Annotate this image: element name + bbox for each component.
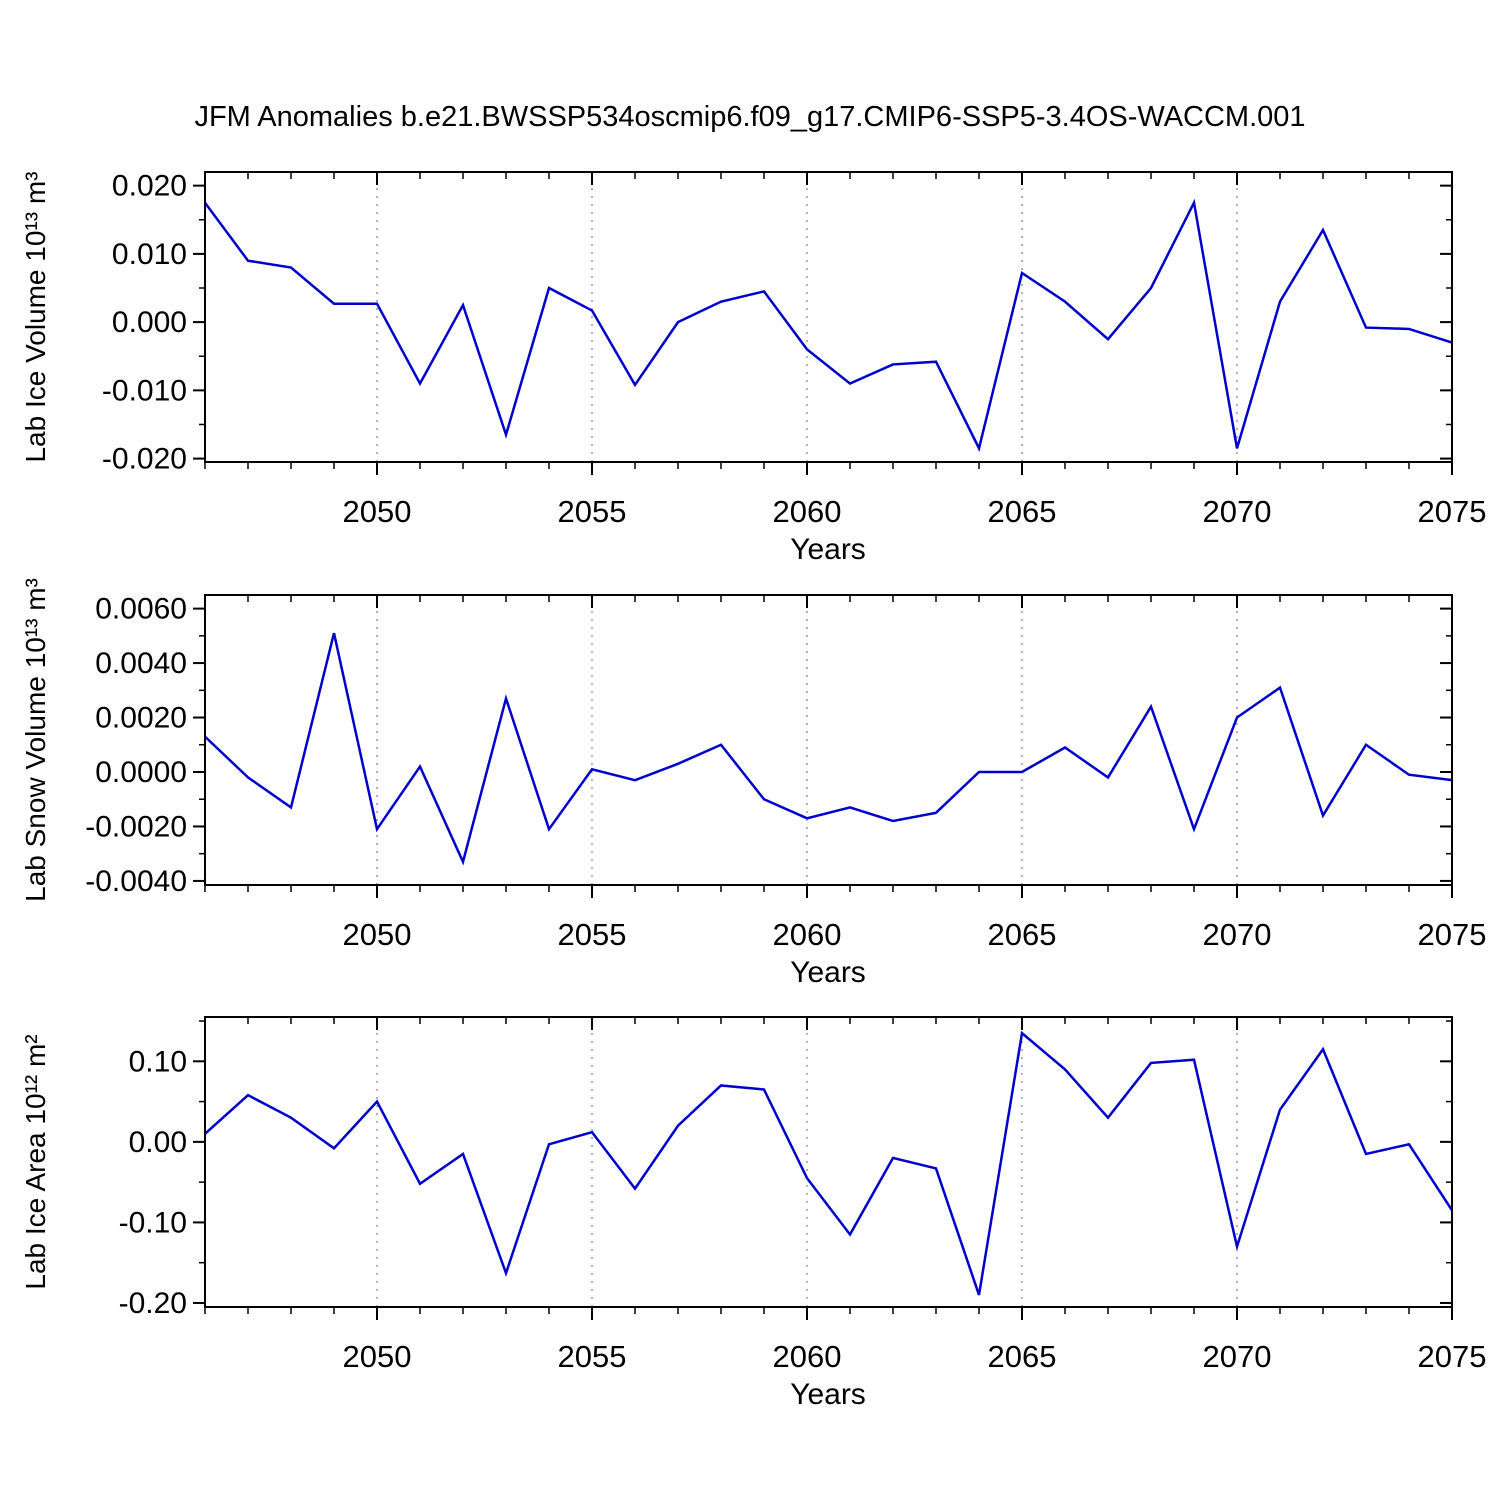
svg-text:2070: 2070 xyxy=(1203,917,1272,952)
svg-text:2055: 2055 xyxy=(558,494,627,529)
svg-text:2075: 2075 xyxy=(1418,494,1487,529)
x-axis-label-ice-area: Years xyxy=(790,1378,866,1411)
svg-text:0.0000: 0.0000 xyxy=(95,756,187,789)
x-axis-label-ice-volume: Years xyxy=(790,533,866,566)
svg-text:0.0040: 0.0040 xyxy=(95,647,187,680)
svg-text:0.000: 0.000 xyxy=(112,306,187,339)
svg-text:2050: 2050 xyxy=(343,917,412,952)
y-axis-label-ice-area: Lab Ice Area 10¹² m² xyxy=(20,1034,51,1290)
x-axis-label-snow-volume: Years xyxy=(790,956,866,989)
svg-text:0.020: 0.020 xyxy=(112,170,187,203)
svg-text:2075: 2075 xyxy=(1418,1339,1487,1374)
plot-snow-volume: 2050 2055 2060 2065 2070 2075 -0.0040 -0.0020 0.… xyxy=(85,593,1487,952)
svg-text:2060: 2060 xyxy=(773,917,842,952)
svg-text:0.0020: 0.0020 xyxy=(95,702,187,735)
svg-text:2060: 2060 xyxy=(773,1339,842,1374)
svg-text:2050: 2050 xyxy=(343,1339,412,1374)
svg-text:2055: 2055 xyxy=(558,917,627,952)
svg-text:2065: 2065 xyxy=(988,494,1057,529)
svg-text:2070: 2070 xyxy=(1203,494,1272,529)
svg-text:2060: 2060 xyxy=(773,494,842,529)
svg-text:2075: 2075 xyxy=(1418,917,1487,952)
svg-text:2050: 2050 xyxy=(343,494,412,529)
svg-text:2065: 2065 xyxy=(988,917,1057,952)
y-axis-label-ice-volume: Lab Ice Volume 10¹³ m³ xyxy=(20,171,51,463)
svg-text:2065: 2065 xyxy=(988,1339,1057,1374)
svg-text:0.10: 0.10 xyxy=(129,1045,187,1078)
svg-text:0.00: 0.00 xyxy=(129,1126,187,1159)
chart-title: JFM Anomalies b.e21.BWSSP534oscmip6.f09_… xyxy=(194,101,1306,133)
svg-text:2070: 2070 xyxy=(1203,1339,1272,1374)
panel-ice-area: 2050 2055 2060 2065 2070 2075 -0.20 -0.10 0.00 0.… xyxy=(0,995,1500,1418)
svg-text:-0.20: -0.20 xyxy=(119,1287,187,1320)
y-axis-label-snow-volume: Lab Snow Volume 10¹³ m³ xyxy=(20,578,51,902)
plot-ice-area: 2050 2055 2060 2065 2070 2075 -0.20 -0.10 0.00 0.… xyxy=(119,1016,1487,1374)
svg-text:-0.010: -0.010 xyxy=(102,374,187,407)
svg-text:-0.0020: -0.0020 xyxy=(85,810,187,843)
svg-text:0.0060: 0.0060 xyxy=(95,593,187,626)
plot-ice-volume: 2050 2055 2060 2065 2070 2075 -0.020 -0.010 0.00… xyxy=(102,170,1487,529)
svg-text:2055: 2055 xyxy=(558,1339,627,1374)
svg-text:-0.0040: -0.0040 xyxy=(85,865,187,898)
svg-text:-0.020: -0.020 xyxy=(102,443,187,476)
svg-text:0.010: 0.010 xyxy=(112,238,187,271)
svg-text:-0.10: -0.10 xyxy=(119,1206,187,1239)
panel-ice-volume: 2050 2055 2060 2065 2070 2075 -0.020 -0.010 0.00… xyxy=(0,150,1500,573)
panel-snow-volume: 2050 2055 2060 2065 2070 2075 -0.0040 -0.0020 0.… xyxy=(0,573,1500,996)
